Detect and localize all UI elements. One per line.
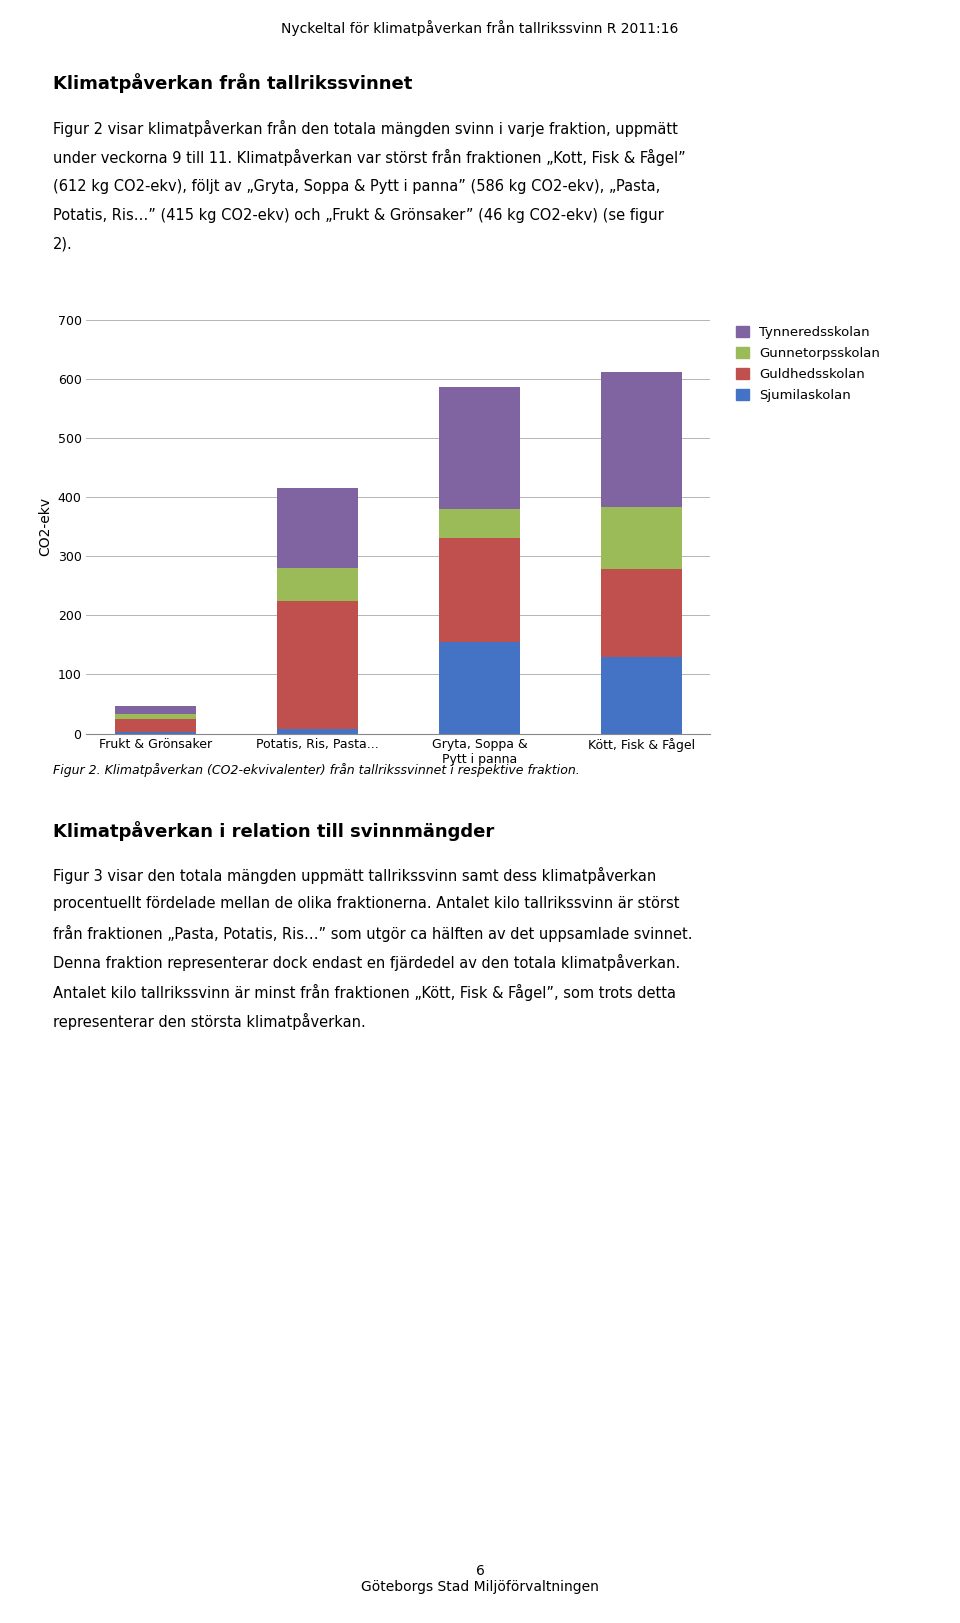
Text: procentuellt fördelade mellan de olika fraktionerna. Antalet kilo tallrikssvinn : procentuellt fördelade mellan de olika f… [53, 896, 680, 911]
Bar [439, 643, 520, 734]
Text: Göteborgs Stad Miljöförvaltningen: Göteborgs Stad Miljöförvaltningen [361, 1579, 599, 1594]
Legend: Tynneredsskolan, Gunnetorpsskolan, Guldhedsskolan, Sjumilaskolan: Tynneredsskolan, Gunnetorpsskolan, Guldh… [735, 326, 880, 403]
Bar [601, 570, 682, 657]
Bar [276, 729, 358, 734]
Bar [276, 601, 358, 729]
Text: Antalet kilo tallrikssvinn är minst från fraktionen „Kött, Fisk & Fågel”, som tr: Antalet kilo tallrikssvinn är minst från… [53, 984, 676, 1000]
Text: (612 kg CO2-ekv), följt av „Gryta, Soppa & Pytt i panna” (586 kg CO2-ekv), „Past: (612 kg CO2-ekv), följt av „Gryta, Soppa… [53, 179, 660, 193]
Bar [115, 732, 196, 734]
Text: Potatis, Ris…” (415 kg CO2-ekv) och „Frukt & Grönsaker” (46 kg CO2-ekv) (se figu: Potatis, Ris…” (415 kg CO2-ekv) och „Fru… [53, 208, 663, 222]
Text: Figur 3 visar den totala mängden uppmätt tallrikssvinn samt dess klimatpåverkan: Figur 3 visar den totala mängden uppmätt… [53, 867, 656, 883]
Bar [276, 568, 358, 601]
Text: representerar den största klimatpåverkan.: representerar den största klimatpåverkan… [53, 1013, 366, 1029]
Bar [115, 714, 196, 719]
Text: 2).: 2). [53, 237, 73, 252]
Text: Figur 2 visar klimatpåverkan från den totala mängden svinn i varje fraktion, upp: Figur 2 visar klimatpåverkan från den to… [53, 120, 678, 136]
Bar [601, 657, 682, 734]
Text: från fraktionen „Pasta, Potatis, Ris…” som utgör ca hälften av det uppsamlade sv: från fraktionen „Pasta, Potatis, Ris…” s… [53, 925, 692, 941]
Bar [439, 388, 520, 510]
Bar [439, 510, 520, 539]
Bar [601, 372, 682, 506]
Text: Nyckeltal för klimatpåverkan från tallrikssvinn R 2011:16: Nyckeltal för klimatpåverkan från tallri… [281, 19, 679, 36]
Text: 6: 6 [475, 1563, 485, 1578]
Bar [115, 719, 196, 732]
Text: under veckorna 9 till 11. Klimatpåverkan var störst från fraktionen „Kott, Fisk : under veckorna 9 till 11. Klimatpåverkan… [53, 149, 685, 166]
Text: Figur 2. Klimatpåverkan (CO2-ekvivalenter) från tallrikssvinnet i respektive fra: Figur 2. Klimatpåverkan (CO2-ekvivalente… [53, 763, 580, 777]
Text: Klimatpåverkan i relation till svinnmängder: Klimatpåverkan i relation till svinnmäng… [53, 821, 494, 841]
Bar [115, 706, 196, 714]
Bar [601, 506, 682, 570]
Y-axis label: CO2-ekv: CO2-ekv [38, 497, 52, 557]
Bar [439, 539, 520, 643]
Text: Klimatpåverkan från tallrikssvinnet: Klimatpåverkan från tallrikssvinnet [53, 73, 412, 93]
Bar [276, 489, 358, 568]
Text: Denna fraktion representerar dock endast en fjärdedel av den totala klimatpåverk: Denna fraktion representerar dock endast… [53, 954, 680, 971]
